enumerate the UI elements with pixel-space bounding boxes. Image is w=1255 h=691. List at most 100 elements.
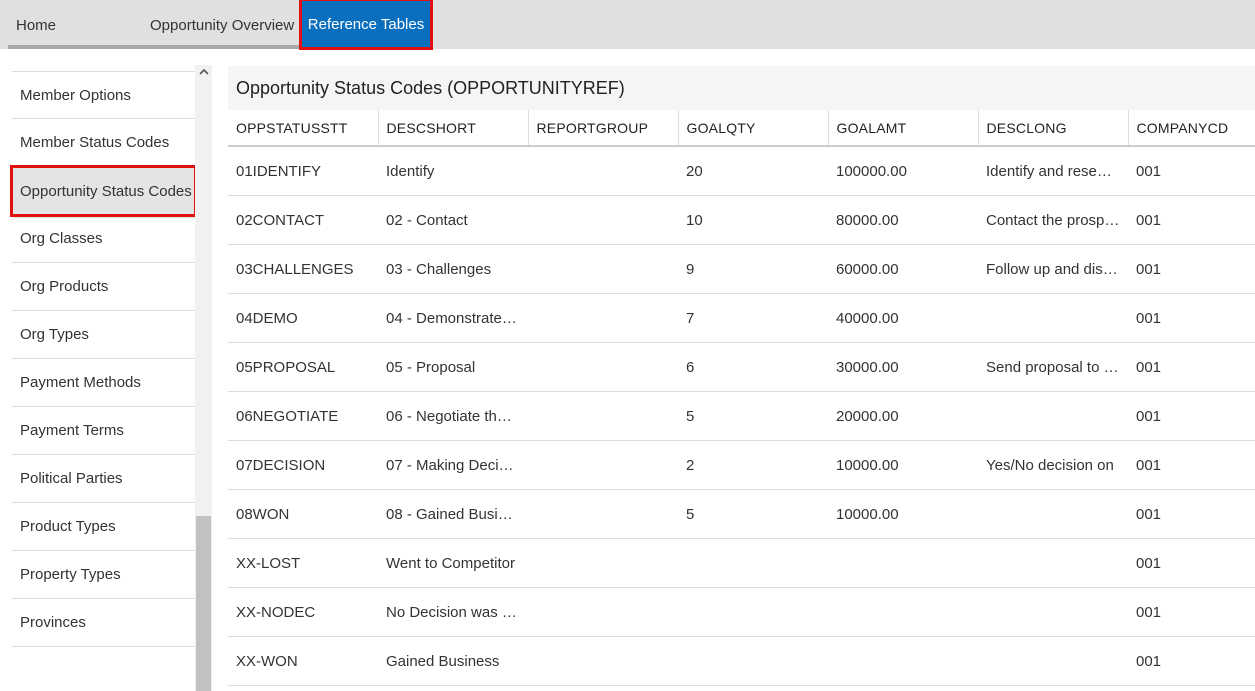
sidebar-item[interactable]: Payment Methods xyxy=(12,359,195,407)
table-cell xyxy=(828,538,978,588)
table-row[interactable]: 07DECISION 07 - Making Decision 2 10000.00 Y… xyxy=(228,440,1255,490)
table-cell xyxy=(978,391,1128,441)
sidebar-item[interactable]: Product Types xyxy=(12,503,195,551)
table-cell xyxy=(978,587,1128,637)
table-cell: 10000.00 xyxy=(828,489,978,539)
column-header[interactable]: COMPANYCD xyxy=(1128,110,1255,147)
table-cell: Identify xyxy=(378,146,528,196)
table-cell xyxy=(828,587,978,637)
table-cell: 2 xyxy=(678,440,828,490)
table-cell: Contact the prospect xyxy=(978,195,1128,245)
table-cell: 40000.00 xyxy=(828,293,978,343)
table-cell xyxy=(678,636,828,686)
column-header[interactable]: REPORTGROUP xyxy=(528,110,679,147)
column-header[interactable]: DESCLONG xyxy=(978,110,1129,147)
sidebar-item[interactable]: Org Products xyxy=(12,263,195,311)
tab-reference-tables[interactable]: Reference Tables xyxy=(299,0,433,50)
table-cell xyxy=(528,587,678,637)
reference-table-panel: Opportunity Status Codes (OPPORTUNITYREF… xyxy=(228,66,1255,691)
table-cell: 01IDENTIFY xyxy=(228,146,378,196)
sidebar-item[interactable]: Opportunity Status Codes xyxy=(10,165,197,217)
table-cell: 001 xyxy=(1128,636,1255,686)
table-cell: 20 xyxy=(678,146,828,196)
sidebar-item-label: Payment Terms xyxy=(20,422,124,439)
sidebar: Member Options Member Status Codes Opportu… xyxy=(0,49,212,691)
sidebar-item[interactable]: Property Types xyxy=(12,551,195,599)
table-cell: Identify and research xyxy=(978,146,1128,196)
table-cell: 001 xyxy=(1128,195,1255,245)
table-cell: 001 xyxy=(1128,587,1255,637)
table-cell xyxy=(528,391,678,441)
top-nav: Home Opportunity Overview Reference Tabl… xyxy=(0,0,1255,50)
table-cell: 08WON xyxy=(228,489,378,539)
tab-home[interactable]: Home xyxy=(8,0,146,49)
sidebar-item-label: Org Products xyxy=(20,278,109,295)
sidebar-item[interactable]: Org Classes xyxy=(12,215,195,263)
table-cell: 9 xyxy=(678,244,828,294)
table-cell: 100000.00 xyxy=(828,146,978,196)
sidebar-item-label: Political Parties xyxy=(20,470,123,487)
panel-title: Opportunity Status Codes (OPPORTUNITYREF… xyxy=(228,66,1255,110)
table-cell: 6 xyxy=(678,342,828,392)
column-header[interactable]: DESCSHORT xyxy=(378,110,529,147)
table-cell: XX-LOST xyxy=(228,538,378,588)
table-row[interactable]: 05PROPOSAL 05 - Proposal 6 30000.00 Send pro… xyxy=(228,342,1255,392)
table-cell: 001 xyxy=(1128,489,1255,539)
table-row[interactable]: 08WON 08 - Gained Business 5 10000.00 001 xyxy=(228,489,1255,539)
table-row[interactable]: 06NEGOTIATE 06 - Negotiate the deal 5 20000… xyxy=(228,391,1255,441)
table-cell: 20000.00 xyxy=(828,391,978,441)
table-cell xyxy=(528,146,678,196)
column-header[interactable]: GOALAMT xyxy=(828,110,979,147)
sidebar-item-label: Property Types xyxy=(20,566,121,583)
table-row[interactable]: 04DEMO 04 - Demonstrate the 7 40000.00 001 xyxy=(228,293,1255,343)
table-cell xyxy=(978,293,1128,343)
table-cell: 02CONTACT xyxy=(228,195,378,245)
sidebar-item[interactable]: Member Status Codes xyxy=(12,119,195,167)
tab-opportunity-overview[interactable]: Opportunity Overview xyxy=(142,0,304,49)
table-row[interactable]: 03CHALLENGES 03 - Challenges 9 60000.00 Foll… xyxy=(228,244,1255,294)
table-cell: Follow up and discuss xyxy=(978,244,1128,294)
table-cell xyxy=(528,636,678,686)
chevron-up-icon[interactable] xyxy=(195,65,212,82)
table-cell: 06 - Negotiate the deal xyxy=(378,391,528,441)
table-cell: 03CHALLENGES xyxy=(228,244,378,294)
table-cell xyxy=(528,244,678,294)
sidebar-item[interactable]: Political Parties xyxy=(12,455,195,503)
sidebar-item[interactable]: Provinces xyxy=(12,599,195,647)
table-row[interactable]: 01IDENTIFY Identify 20 100000.00 Identify an… xyxy=(228,146,1255,196)
sidebar-scrollbar[interactable] xyxy=(195,65,212,691)
table-cell: 05PROPOSAL xyxy=(228,342,378,392)
table-cell xyxy=(528,342,678,392)
sidebar-item-label: Product Types xyxy=(20,518,116,535)
table-cell: Send proposal to the xyxy=(978,342,1128,392)
sidebar-item[interactable]: Member Options xyxy=(12,71,195,119)
table-cell: 02 - Contact xyxy=(378,195,528,245)
table-row[interactable]: XX-NODEC No Decision was made 001 xyxy=(228,587,1255,637)
table-header-row: OPPSTATUSSTT DESCSHORT REPORTGROUP GOALQTY G… xyxy=(228,110,1255,147)
table-cell xyxy=(528,195,678,245)
column-header[interactable]: GOALQTY xyxy=(678,110,829,147)
table-cell: 7 xyxy=(678,293,828,343)
sidebar-item-label: Payment Methods xyxy=(20,374,141,391)
sidebar-item[interactable]: Org Types xyxy=(12,311,195,359)
table-cell: 06NEGOTIATE xyxy=(228,391,378,441)
table-cell: 08 - Gained Business xyxy=(378,489,528,539)
sidebar-item-label: Member Options xyxy=(20,86,131,104)
table-row[interactable]: 02CONTACT 02 - Contact 10 80000.00 Contact t… xyxy=(228,195,1255,245)
table-cell xyxy=(678,538,828,588)
table-cell xyxy=(828,636,978,686)
table-row[interactable]: XX-WON Gained Business 001 xyxy=(228,636,1255,686)
table-cell: 001 xyxy=(1128,440,1255,490)
table-cell: 04 - Demonstrate the xyxy=(378,293,528,343)
table-row[interactable]: XX-LOST Went to Competitor 001 xyxy=(228,538,1255,588)
table-cell: 001 xyxy=(1128,244,1255,294)
table-cell: 07 - Making Decision xyxy=(378,440,528,490)
table-cell: 001 xyxy=(1128,146,1255,196)
table-cell: 10000.00 xyxy=(828,440,978,490)
column-header[interactable]: OPPSTATUSSTT xyxy=(228,110,379,147)
sidebar-item[interactable]: Payment Terms xyxy=(12,407,195,455)
scrollbar-thumb[interactable] xyxy=(196,516,211,691)
table-cell: No Decision was made xyxy=(378,587,528,637)
table-cell: 10 xyxy=(678,195,828,245)
sidebar-item-label: Org Types xyxy=(20,326,89,343)
